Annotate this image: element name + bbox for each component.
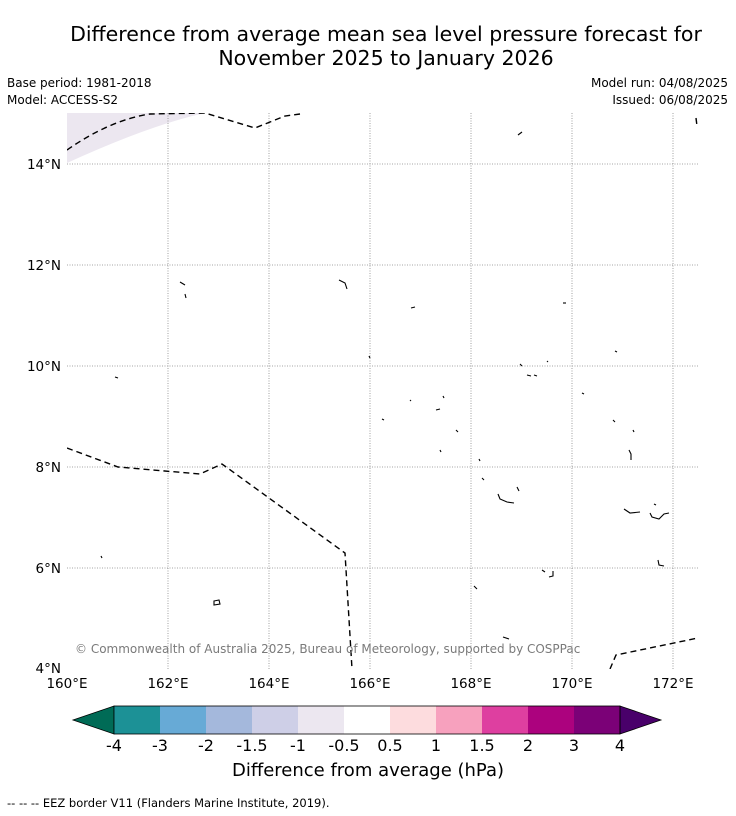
colorbar-tick: -3	[152, 736, 168, 755]
island	[657, 559, 665, 567]
island	[653, 503, 657, 506]
chart-title: Difference from average mean sea level p…	[0, 22, 736, 70]
issued-date: Issued: 06/08/2025	[612, 93, 728, 107]
eez-border-west	[67, 447, 353, 669]
colorbar-segment	[298, 706, 344, 734]
colorbar-segment	[436, 706, 482, 734]
colorbar-tick: -1	[290, 736, 306, 755]
lat-label-12n: 12°N	[27, 258, 61, 274]
colorbar-segment	[252, 706, 298, 734]
island	[581, 392, 585, 395]
lon-label-166e: 166°E	[349, 676, 390, 692]
islands	[100, 131, 670, 640]
base-period: Base period: 1981-2018	[7, 76, 152, 90]
colorbar-tick: 0.5	[377, 736, 402, 755]
colorbar-segment	[206, 706, 252, 734]
colorbar-min-arrow	[71, 705, 115, 735]
title-line-2: November 2025 to January 2026	[218, 46, 554, 70]
island	[442, 395, 445, 399]
island	[179, 281, 186, 286]
island	[519, 363, 523, 367]
shaded-pressure-area	[67, 113, 205, 163]
lat-label-8n: 8°N	[36, 460, 61, 476]
island	[478, 458, 481, 462]
colorbar-tick: -1.5	[236, 736, 267, 755]
island	[114, 376, 119, 379]
island	[526, 374, 538, 377]
colorbar-tick: 4	[615, 736, 625, 755]
eez-border-north	[67, 113, 301, 151]
island	[213, 599, 221, 606]
colorbar-segment	[160, 706, 206, 734]
colorbar-tick: 1.5	[469, 736, 494, 755]
colorbar-segment	[114, 706, 160, 734]
eez-legend-note: -- -- -- EEZ border V11 (Flanders Marine…	[7, 796, 330, 810]
colorbar: -4 -3 -2 -1.5 -1 -0.5 0.5 1 1.5 2 3 4	[71, 705, 663, 755]
lon-label-162e: 162°E	[147, 676, 188, 692]
lon-label-160e: 160°E	[46, 676, 87, 692]
colorbar-max-arrow	[619, 705, 663, 735]
lat-label-10n: 10°N	[27, 359, 61, 375]
island	[439, 449, 442, 453]
eez-border-southeast	[609, 637, 698, 669]
eez-borders	[67, 113, 698, 669]
model-name: Model: ACCESS-S2	[7, 93, 119, 107]
island-atoll	[497, 486, 520, 504]
latitude-labels: 14°N 12°N 10°N 8°N 6°N 4°N	[27, 157, 61, 677]
colorbar-outline	[113, 705, 621, 735]
island	[410, 306, 416, 309]
gridlines	[67, 113, 698, 669]
island	[628, 449, 632, 460]
longitude-labels: 160°E 162°E 164°E 166°E 168°E 170°E 172°…	[46, 676, 693, 692]
map-area	[67, 113, 698, 669]
island	[368, 355, 371, 359]
island	[100, 555, 103, 559]
colorbar-segment	[390, 706, 436, 734]
island	[517, 131, 523, 136]
model-run-date: Model run: 04/08/2025	[590, 76, 728, 90]
lat-label-14n: 14°N	[27, 157, 61, 173]
island	[338, 279, 348, 290]
lat-label-4n: 4°N	[36, 661, 61, 677]
island	[612, 419, 616, 423]
island-atoll	[623, 508, 670, 520]
island	[409, 399, 412, 402]
colorbar-segment	[528, 706, 574, 734]
island	[481, 477, 485, 481]
title-line-1: Difference from average mean sea level p…	[70, 22, 702, 46]
colorbar-tick: 3	[569, 736, 579, 755]
colorbar-ticks: -4 -3 -2 -1.5 -1 -0.5 0.5 1 1.5 2 3 4	[106, 736, 625, 755]
colorbar-segment	[574, 706, 620, 734]
island	[455, 429, 459, 433]
island	[435, 408, 441, 411]
lon-label-168e: 168°E	[450, 676, 491, 692]
island	[614, 350, 618, 353]
lon-label-164e: 164°E	[248, 676, 289, 692]
colorbar-tick: -4	[106, 736, 122, 755]
island	[184, 293, 187, 299]
colorbar-tick: 1	[431, 736, 441, 755]
lat-label-6n: 6°N	[36, 561, 61, 577]
colorbar-segment	[344, 706, 390, 734]
colorbar-tick: -2	[198, 736, 214, 755]
colorbar-tick: 2	[523, 736, 533, 755]
island	[473, 585, 478, 590]
colorbar-title: Difference from average (hPa)	[231, 760, 505, 781]
copyright-notice: © Commonwealth of Australia 2025, Bureau…	[75, 642, 580, 656]
lon-label-170e: 170°E	[551, 676, 592, 692]
island	[381, 418, 385, 421]
island	[502, 636, 510, 640]
island	[541, 569, 554, 578]
eez-border-northeast	[695, 117, 698, 127]
lon-label-172e: 172°E	[652, 676, 693, 692]
island	[632, 429, 635, 433]
island	[546, 360, 549, 363]
colorbar-segment	[482, 706, 528, 734]
colorbar-tick: -0.5	[328, 736, 359, 755]
